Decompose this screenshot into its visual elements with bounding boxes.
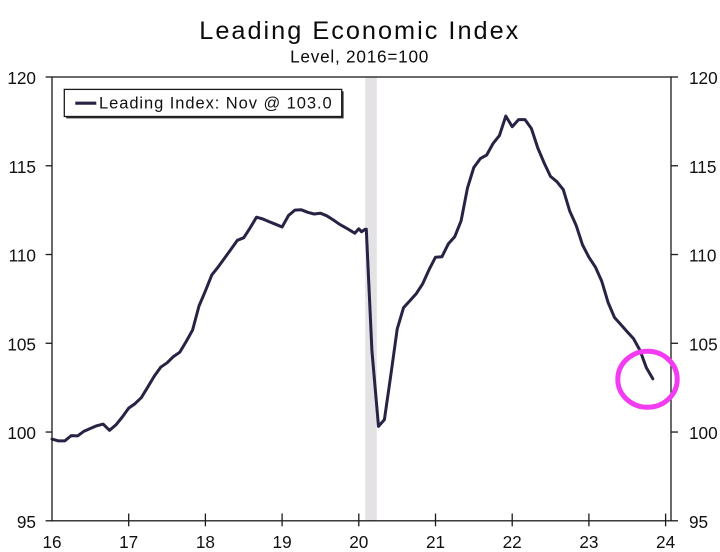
svg-text:105: 105 bbox=[7, 335, 36, 355]
svg-text:24: 24 bbox=[656, 532, 676, 552]
svg-text:110: 110 bbox=[9, 246, 36, 266]
svg-text:21: 21 bbox=[426, 532, 445, 552]
svg-text:23: 23 bbox=[579, 532, 598, 552]
svg-text:120: 120 bbox=[689, 68, 718, 88]
svg-text:110: 110 bbox=[689, 246, 716, 266]
svg-text:120: 120 bbox=[7, 68, 36, 88]
svg-text:17: 17 bbox=[119, 532, 138, 552]
svg-text:115: 115 bbox=[689, 157, 716, 177]
svg-text:19: 19 bbox=[273, 532, 292, 552]
svg-text:105: 105 bbox=[689, 335, 718, 355]
svg-text:95: 95 bbox=[17, 512, 36, 532]
svg-text:16: 16 bbox=[42, 532, 61, 552]
svg-text:Level, 2016=100: Level, 2016=100 bbox=[290, 47, 429, 67]
svg-text:100: 100 bbox=[689, 423, 718, 443]
svg-text:18: 18 bbox=[196, 532, 215, 552]
svg-text:115: 115 bbox=[9, 157, 36, 177]
svg-text:20: 20 bbox=[349, 532, 368, 552]
svg-text:95: 95 bbox=[689, 512, 708, 532]
svg-text:100: 100 bbox=[7, 423, 36, 443]
svg-text:Leading Economic Index: Leading Economic Index bbox=[199, 17, 520, 45]
svg-text:Leading Index: Nov @ 103.0: Leading Index: Nov @ 103.0 bbox=[99, 95, 333, 113]
svg-text:22: 22 bbox=[503, 532, 522, 552]
